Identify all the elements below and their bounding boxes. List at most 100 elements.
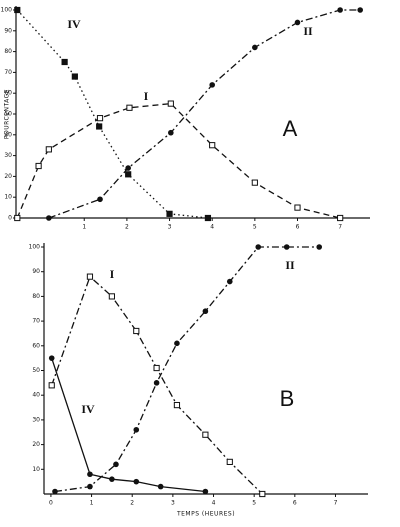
x-tick-label: 3 [171, 500, 175, 507]
x-tick-label: 5 [252, 500, 256, 507]
point [202, 308, 209, 315]
point [14, 6, 21, 14]
point [337, 214, 344, 222]
point [14, 214, 21, 222]
panel-label: B [280, 386, 295, 411]
point [259, 490, 266, 498]
y-tick-label: 90 [32, 268, 40, 275]
point [316, 244, 323, 250]
point [126, 104, 133, 111]
point [157, 483, 164, 490]
point [86, 273, 94, 280]
y-tick-label: 20 [32, 441, 40, 448]
point [113, 461, 119, 468]
y-tick-label: 50 [32, 367, 40, 374]
y-tick-label: 80 [32, 293, 40, 300]
point [209, 82, 215, 88]
y-tick-label: 40 [4, 131, 12, 138]
point [48, 355, 55, 361]
y-tick-label: 60 [32, 342, 40, 349]
x-tick-label: 4 [212, 500, 216, 507]
panel-label: A [283, 116, 298, 141]
series-label: I [110, 267, 115, 281]
point [133, 327, 140, 335]
y-axis-label: POURCENTAGE [4, 89, 11, 139]
point [52, 488, 58, 495]
series-label: I [144, 89, 149, 103]
point [61, 58, 68, 66]
point [153, 380, 160, 386]
x-tick-label: 2 [130, 500, 134, 507]
point [252, 44, 258, 51]
y-tick-label: 80 [4, 48, 12, 55]
series-line [48, 9, 361, 219]
series-label: IV [67, 17, 81, 31]
x-axis-label: TEMPS (HEURES) [176, 511, 235, 518]
x-tick-label: 1 [82, 224, 86, 231]
point [125, 171, 132, 178]
point [174, 340, 180, 347]
y-tick-label: 90 [4, 27, 12, 34]
point [87, 483, 93, 490]
point [35, 162, 42, 170]
point [255, 244, 262, 250]
point [226, 278, 233, 285]
y-tick-label: 100 [29, 244, 41, 251]
y-tick-label: 100 [1, 7, 13, 14]
x-tick-label: 6 [296, 224, 300, 231]
y-tick-label: 0 [8, 215, 12, 222]
point [166, 210, 173, 217]
x-tick-label: 4 [210, 224, 214, 231]
point [173, 401, 181, 409]
x-tick-label: 1 [90, 500, 94, 507]
point [87, 471, 93, 478]
point [283, 244, 290, 250]
point [357, 7, 363, 13]
point [96, 115, 104, 122]
point [202, 488, 209, 495]
y-tick-label: 10 [4, 194, 12, 201]
point [226, 458, 233, 465]
point [48, 382, 55, 389]
y-tick-label: 30 [4, 152, 12, 159]
series-label: IV [81, 402, 95, 416]
point [125, 165, 131, 171]
point [209, 142, 216, 149]
point [204, 214, 212, 222]
point [96, 123, 103, 130]
point [337, 7, 343, 13]
y-tick-label: 20 [4, 173, 12, 180]
x-tick-label: 3 [168, 224, 172, 231]
series-line [54, 246, 320, 493]
point [109, 476, 115, 482]
point [45, 146, 52, 153]
point [133, 426, 140, 433]
series-line [51, 357, 206, 493]
x-tick-label: 6 [293, 500, 297, 507]
y-tick-label: 70 [32, 318, 40, 325]
point [97, 196, 103, 203]
point [153, 364, 160, 372]
series-label: II [303, 24, 313, 38]
point [108, 293, 115, 300]
x-tick-label: 7 [334, 500, 338, 507]
series-line [16, 9, 208, 219]
point [294, 19, 301, 26]
series-line [16, 102, 341, 219]
point [251, 179, 258, 186]
point [133, 478, 140, 485]
series-label: II [285, 258, 295, 272]
point [202, 431, 209, 438]
point [168, 129, 174, 136]
point [294, 204, 301, 211]
x-tick-label: 2 [125, 224, 129, 231]
y-tick-label: 30 [32, 416, 40, 423]
y-tick-label: 60 [4, 90, 12, 97]
x-tick-label: 0 [49, 500, 53, 507]
x-tick-label: 5 [253, 224, 257, 231]
y-tick-label: 70 [4, 69, 12, 76]
point [167, 100, 174, 107]
point [46, 215, 52, 221]
y-tick-label: 40 [32, 392, 40, 399]
